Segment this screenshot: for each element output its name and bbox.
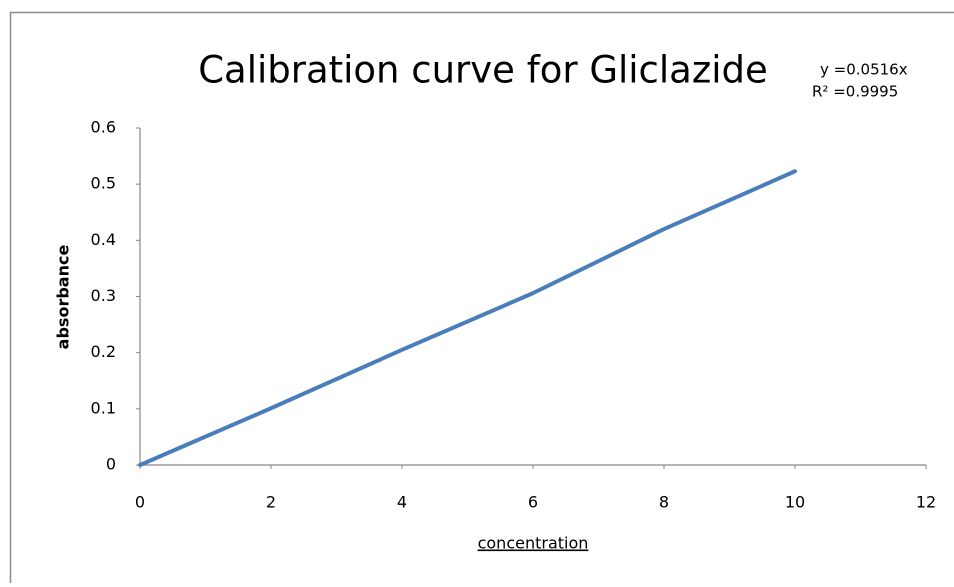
y-axis-title: absorbance: [54, 245, 73, 350]
x-tick-label: 12: [916, 493, 936, 512]
data-line: [140, 171, 795, 465]
chart-title: Calibration curve for Gliclazide: [198, 49, 768, 92]
x-axis-title: concentration: [478, 534, 589, 553]
x-tick-label: 10: [785, 493, 805, 512]
y-tick-label: 0.4: [91, 230, 116, 249]
x-tick-label: 4: [397, 493, 407, 512]
y-tick-label: 0.6: [91, 118, 116, 137]
y-tick-label: 0.2: [91, 342, 116, 361]
x-tick-label: 8: [659, 493, 669, 512]
y-tick-label: 0.1: [91, 398, 116, 417]
x-tick-label: 6: [528, 493, 538, 512]
y-tick-label: 0.5: [91, 174, 116, 193]
x-tick-label: 0: [135, 493, 145, 512]
y-tick-label: 0.3: [91, 286, 116, 305]
equation: y =0.0516x: [820, 61, 908, 79]
y-tick-label: 0: [106, 455, 116, 474]
r-squared: R² =0.9995: [812, 83, 898, 101]
x-tick-label: 2: [266, 493, 276, 512]
